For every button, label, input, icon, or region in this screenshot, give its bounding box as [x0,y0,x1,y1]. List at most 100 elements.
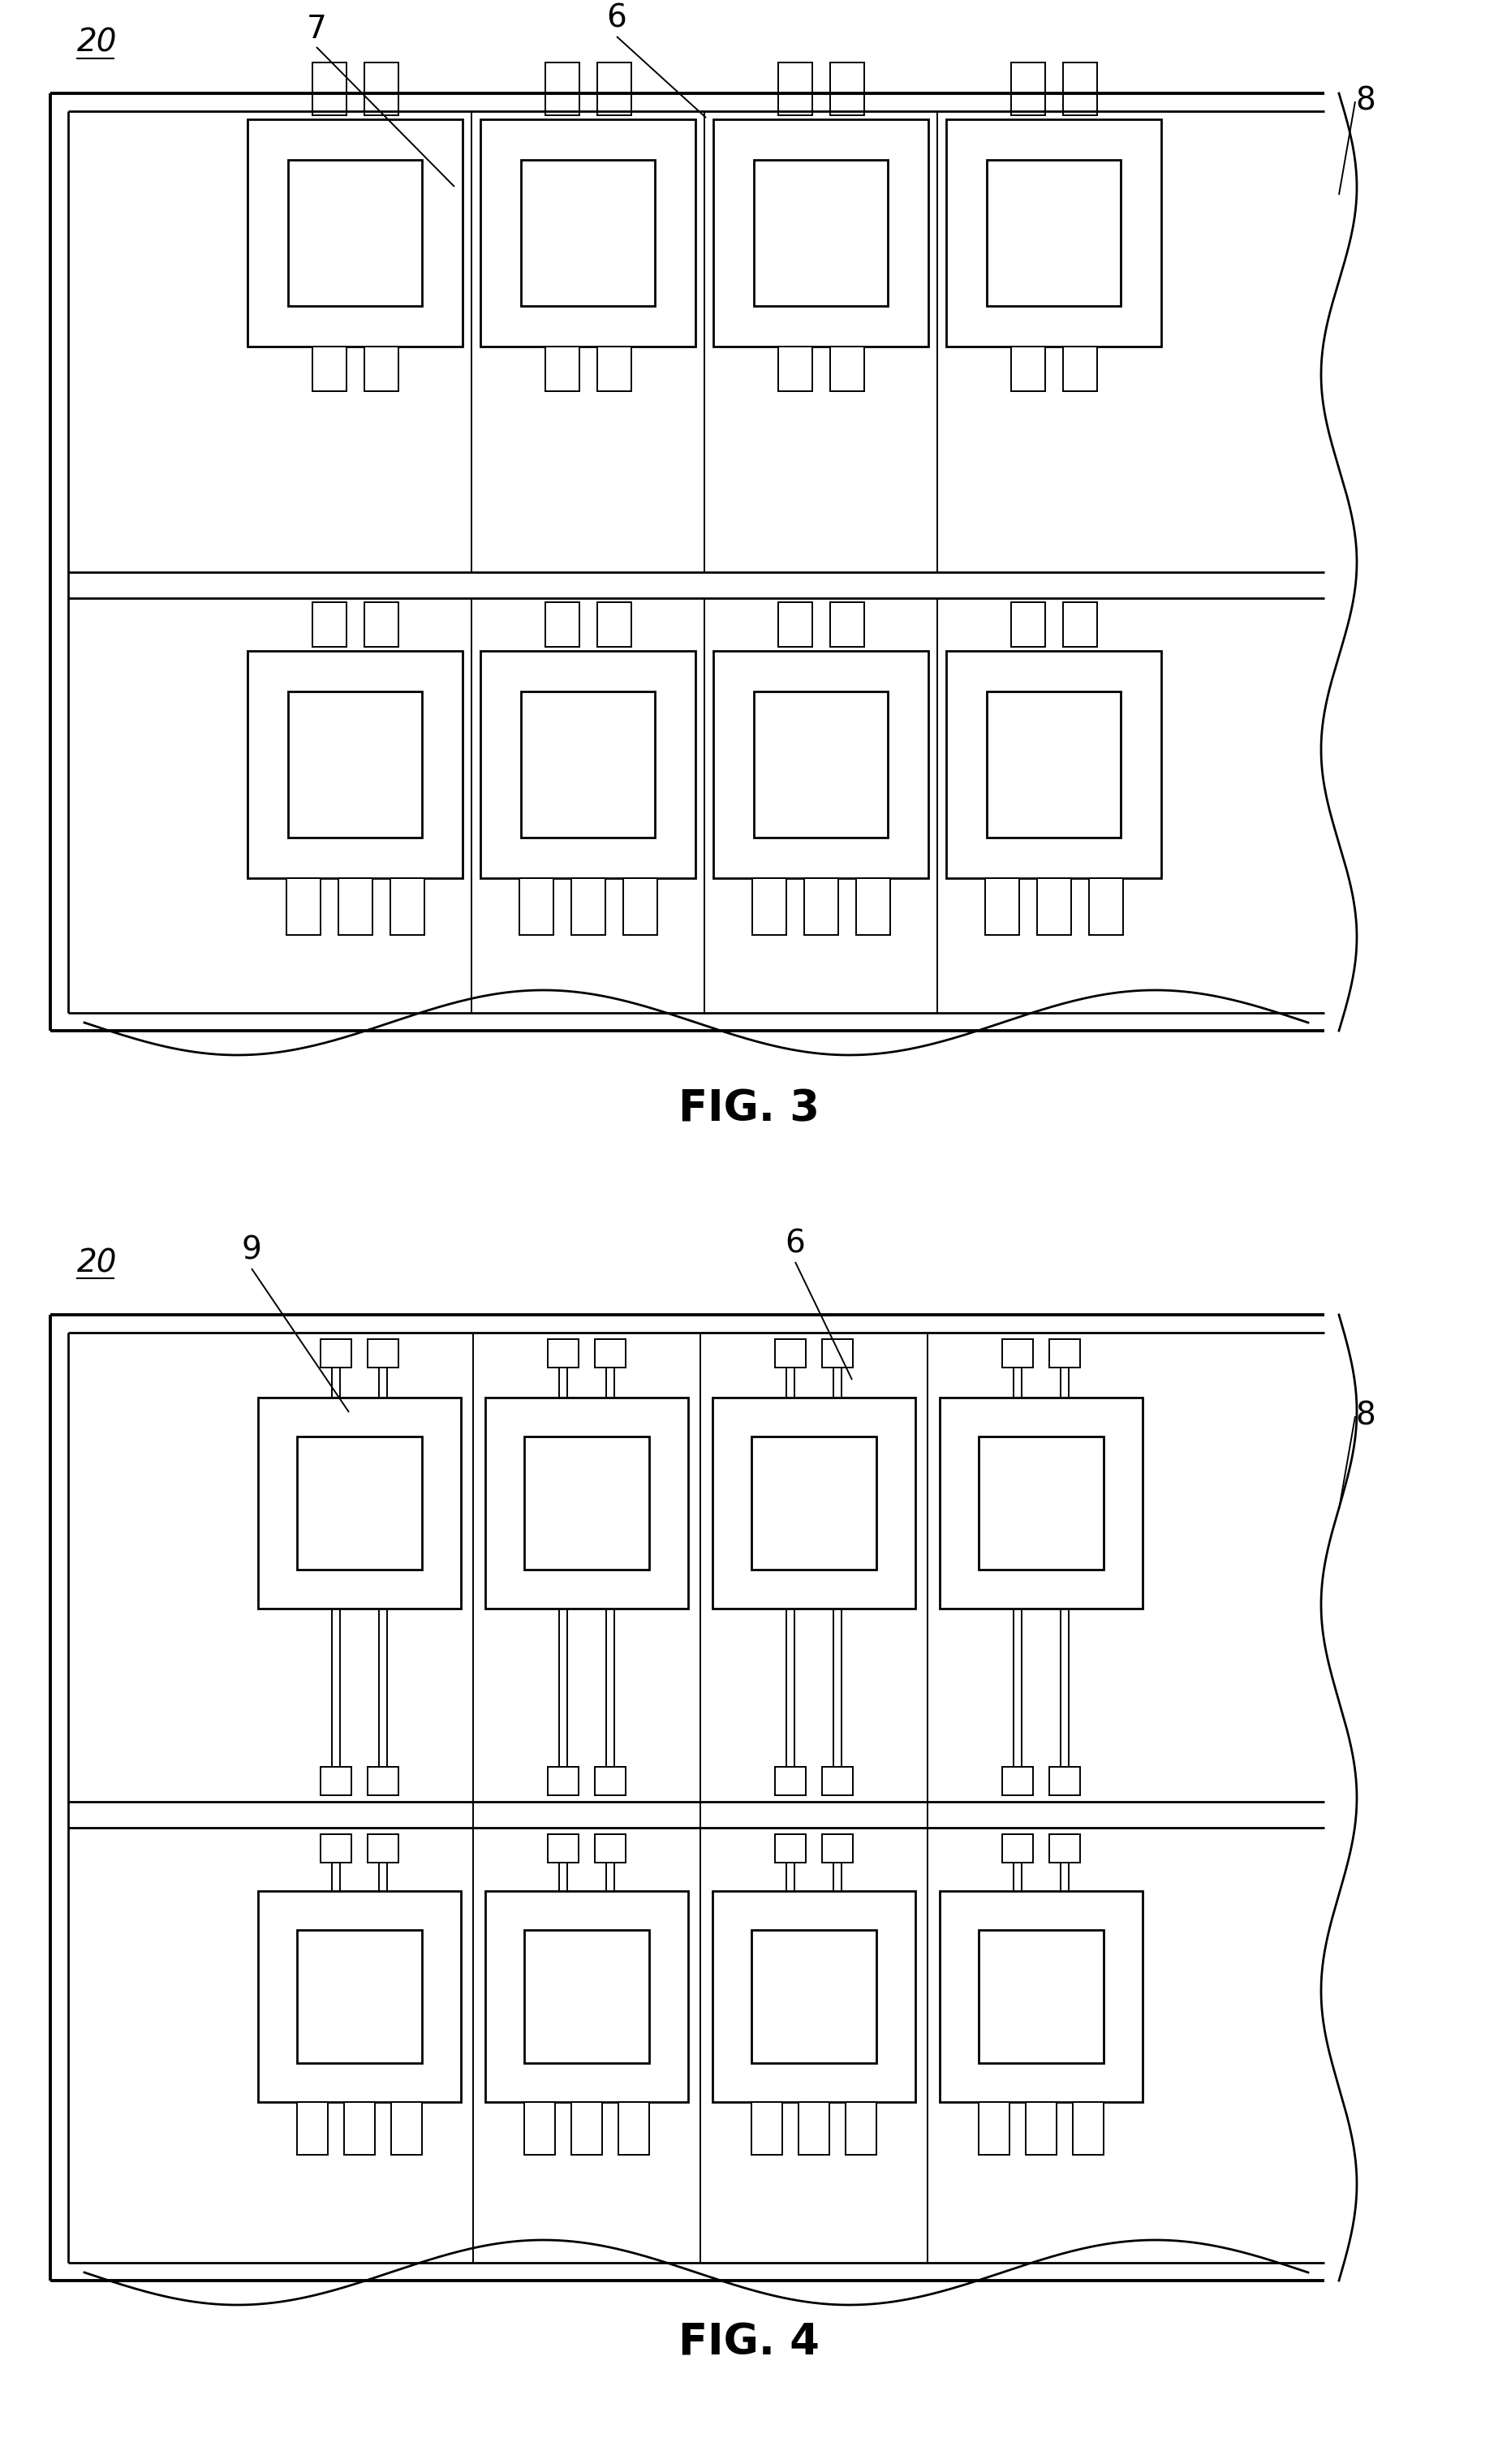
Bar [367,1833,398,1863]
Bar [548,1338,578,1368]
Bar [364,601,398,648]
Bar [713,1397,915,1609]
Bar [798,2102,830,2156]
Bar [777,347,812,392]
Bar [548,1767,578,1796]
Bar [288,160,422,306]
Bar [752,877,786,934]
Bar [524,2102,556,2156]
Bar [481,650,695,877]
Bar [247,650,463,877]
Bar [286,877,321,934]
Bar [389,877,424,934]
Text: FIG. 4: FIG. 4 [679,2321,819,2363]
Bar [545,347,580,392]
Bar [984,877,1019,934]
Bar [1049,1338,1080,1368]
Bar [1026,2102,1056,2156]
Bar [1002,1338,1034,1368]
Bar [345,2102,374,2156]
Bar [1002,1767,1034,1796]
Bar [545,601,580,648]
Bar [297,1437,422,1570]
Bar [1037,877,1071,934]
Bar [596,62,631,116]
Bar [987,160,1121,306]
Bar [1062,62,1097,116]
Text: 8: 8 [1356,1402,1375,1432]
Bar [521,160,655,306]
Bar [297,2102,328,2156]
Bar [595,1767,626,1796]
Bar [855,877,890,934]
Bar [822,1767,852,1796]
Text: 6: 6 [607,2,626,34]
Bar [830,601,864,648]
Bar [312,62,346,116]
Bar [623,877,658,934]
Bar [1062,601,1097,648]
Bar [1049,1767,1080,1796]
Bar [1062,347,1097,392]
Bar [1011,601,1044,648]
Bar [713,1890,915,2102]
Bar [713,118,929,347]
Bar [753,692,888,838]
Text: 20: 20 [76,27,117,59]
Bar [524,1929,649,2062]
Bar [774,1338,806,1368]
Bar [752,1929,876,2062]
Bar [321,1338,352,1368]
Bar [595,1833,626,1863]
Bar [247,118,463,347]
Bar [845,2102,876,2156]
Text: FIG. 3: FIG. 3 [679,1087,819,1129]
Bar [753,160,888,306]
Bar [524,1437,649,1570]
Text: 9: 9 [241,1234,262,1266]
Bar [804,877,837,934]
Text: 8: 8 [1356,86,1375,116]
Bar [481,118,695,347]
Bar [830,347,864,392]
Bar [939,1397,1143,1609]
Bar [321,1833,352,1863]
Bar [321,1767,352,1796]
Bar [978,2102,1010,2156]
Bar [1049,1833,1080,1863]
Bar [545,62,580,116]
Bar [947,118,1161,347]
Bar [978,1437,1104,1570]
Bar [619,2102,649,2156]
Bar [367,1338,398,1368]
Text: 20: 20 [76,1247,117,1279]
Bar [774,1767,806,1796]
Bar [978,1929,1104,2062]
Bar [312,347,346,392]
Bar [364,347,398,392]
Bar [1002,1833,1034,1863]
Bar [364,62,398,116]
Bar [288,692,422,838]
Text: 6: 6 [785,1230,806,1259]
Bar [297,1929,422,2062]
Bar [258,1890,461,2102]
Bar [518,877,553,934]
Bar [367,1767,398,1796]
Bar [1073,2102,1104,2156]
Bar [521,692,655,838]
Bar [774,1833,806,1863]
Bar [339,877,372,934]
Bar [713,650,929,877]
Bar [258,1397,461,1609]
Bar [752,2102,782,2156]
Bar [947,650,1161,877]
Bar [752,1437,876,1570]
Bar [822,1338,852,1368]
Bar [777,601,812,648]
Bar [391,2102,422,2156]
Bar [939,1890,1143,2102]
Bar [1011,347,1044,392]
Bar [987,692,1121,838]
Bar [596,601,631,648]
